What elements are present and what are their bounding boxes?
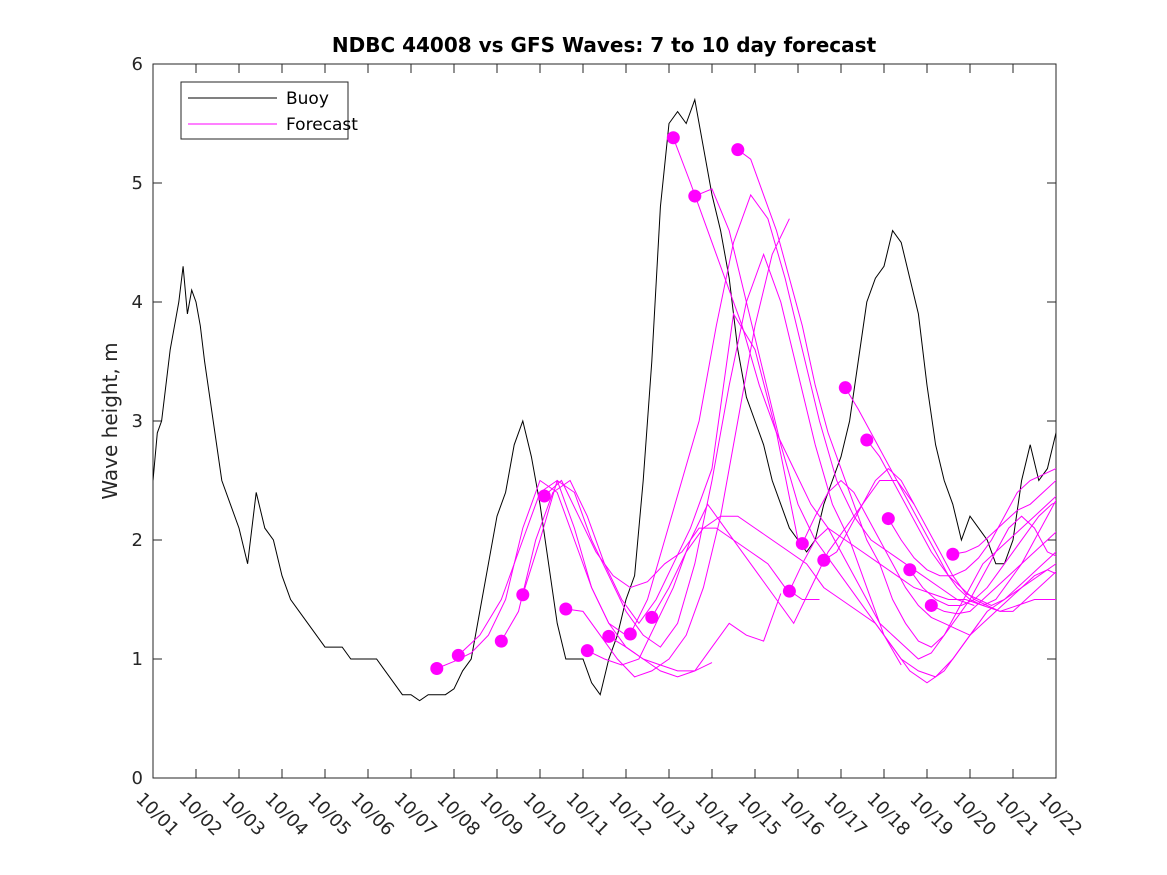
- forecast-series-line: [952, 479, 1056, 555]
- buoy-series-line: [153, 97, 1056, 702]
- x-tick-label: 10/12: [604, 789, 656, 841]
- x-tick-label: 10/16: [776, 789, 828, 841]
- series-group: [153, 97, 1056, 702]
- forecast-series-line: [651, 515, 980, 684]
- y-axis-label: Wave height, m: [98, 342, 122, 499]
- forecast-series-line: [672, 137, 1056, 612]
- forecast-marker: [516, 588, 530, 602]
- x-tick-label: 10/08: [432, 789, 484, 841]
- forecast-series-line: [823, 467, 1056, 607]
- forecast-series-line: [694, 188, 1056, 678]
- x-tick-label: 10/07: [389, 789, 441, 841]
- forecast-marker: [451, 648, 465, 662]
- forecast-series-line: [866, 439, 1056, 607]
- forecast-marker: [860, 433, 874, 447]
- legend-buoy-label: Buoy: [286, 89, 329, 109]
- x-tick-label: 10/18: [862, 789, 914, 841]
- forecast-marker: [924, 598, 938, 612]
- forecast-marker: [645, 610, 659, 624]
- forecast-marker: [430, 662, 444, 676]
- forecast-series-line: [543, 479, 820, 600]
- x-tick-label: 10/02: [174, 789, 226, 841]
- forecast-series-line: [844, 387, 1056, 612]
- forecast-series-line: [608, 593, 782, 678]
- chart-title: NDBC 44008 vs GFS Waves: 7 to 10 day for…: [332, 33, 877, 57]
- x-tick-label: 10/05: [303, 789, 355, 841]
- forecast-marker: [666, 131, 680, 145]
- y-tick-label: 5: [132, 173, 143, 194]
- x-tick-label: 10/11: [561, 789, 613, 841]
- forecast-series-line: [457, 479, 713, 672]
- forecast-marker: [602, 629, 616, 643]
- forecast-marker: [838, 381, 852, 395]
- forecast-marker: [494, 634, 508, 648]
- forecast-marker: [881, 512, 895, 526]
- y-tick-label: 1: [132, 649, 143, 670]
- y-tick-label: 3: [132, 411, 143, 432]
- forecast-series-line: [887, 468, 1056, 577]
- forecast-series-line: [931, 531, 1056, 615]
- forecast-marker: [903, 563, 917, 577]
- x-tick-label: 10/13: [647, 789, 699, 841]
- x-tick-label: 10/17: [819, 789, 871, 841]
- x-tick-label: 10/15: [733, 789, 785, 841]
- x-tick-label: 10/01: [131, 789, 183, 841]
- forecast-marker: [580, 644, 594, 658]
- forecast-series-line: [788, 495, 1056, 660]
- forecast-series-line: [587, 480, 915, 666]
- y-tick-label: 0: [132, 768, 143, 789]
- forecast-marker: [688, 189, 702, 203]
- forecast-marker: [946, 547, 960, 561]
- forecast-marker: [817, 553, 831, 567]
- x-tick-label: 10/14: [690, 789, 742, 841]
- forecast-series-line: [522, 252, 902, 666]
- legend-forecast-label: Forecast: [286, 115, 358, 135]
- forecast-marker: [782, 584, 796, 598]
- forecast-series-line: [500, 312, 799, 642]
- legend-box: [180, 81, 349, 140]
- forecast-series-line: [737, 149, 1056, 648]
- x-tick-label: 10/10: [518, 789, 570, 841]
- x-tick-label: 10/04: [260, 789, 312, 841]
- forecast-marker: [623, 627, 637, 641]
- forecast-marker: [559, 602, 573, 616]
- x-tick-label: 10/22: [1034, 789, 1086, 841]
- legend: Buoy Forecast: [180, 81, 358, 140]
- forecast-marker: [537, 489, 551, 503]
- y-tick-label: 2: [132, 530, 143, 551]
- forecast-series-line: [801, 479, 1056, 636]
- y-tick-label: 4: [132, 292, 143, 313]
- x-tick-label: 10/09: [475, 789, 527, 841]
- x-tick-label: 10/06: [346, 789, 398, 841]
- forecast-series-line: [629, 193, 975, 635]
- y-tick-label: 6: [132, 54, 143, 75]
- x-tick-label: 10/20: [948, 789, 1000, 841]
- forecast-marker: [795, 537, 809, 551]
- x-tick-label: 10/21: [991, 789, 1043, 841]
- x-tick-label: 10/03: [217, 789, 269, 841]
- plot-area: 012345610/0110/0210/0310/0410/0510/0610/…: [131, 54, 1086, 840]
- forecast-series-line: [909, 501, 1056, 606]
- axes-frame: [152, 63, 1057, 779]
- x-tick-label: 10/19: [905, 789, 957, 841]
- forecast-marker: [731, 143, 745, 157]
